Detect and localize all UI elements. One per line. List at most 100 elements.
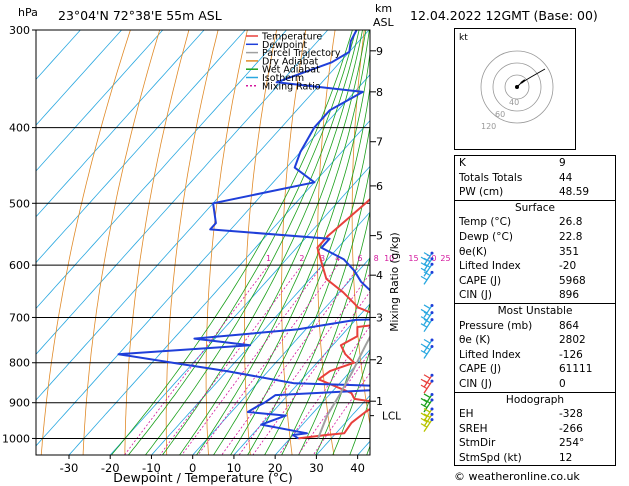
wind-barb xyxy=(423,408,433,422)
table-row-label: EH xyxy=(459,408,474,421)
surface-section: Surface Temp (°C) 26.8 Dewp (°C) 22.8 θe(K) 3… xyxy=(455,199,615,303)
table-row: EH -328 xyxy=(455,407,615,422)
isobars xyxy=(36,29,370,439)
wind-barb-flag xyxy=(423,257,431,263)
pressure-axis: 300 400 500 600 700 800 900 1000 xyxy=(2,24,36,445)
station-title: 23°04'N 72°38'E 55m ASL xyxy=(58,8,222,23)
isotherm-line xyxy=(150,211,370,455)
mixing-ratio-line xyxy=(123,264,269,455)
wind-barb-flag xyxy=(420,384,428,390)
wind-barb-flag xyxy=(420,262,428,267)
wind-barb xyxy=(423,319,433,333)
pressure-tick-label: 800 xyxy=(9,357,30,370)
pressure-tick-label: 600 xyxy=(9,259,30,272)
wind-barb xyxy=(423,312,433,325)
wind-barb-point xyxy=(430,257,434,261)
hodograph-svg: kt 40 60 120 xyxy=(459,33,554,131)
background-lines xyxy=(36,0,629,458)
most-unstable-title: Most Unstable xyxy=(497,304,573,317)
table-row-value: -126 xyxy=(559,348,583,361)
wind-barb-point xyxy=(430,398,434,402)
table-row: CAPE (J) 5968 xyxy=(455,274,615,289)
legend-entry: Wet Adiabat xyxy=(262,65,320,76)
table-row-label: PW (cm) xyxy=(459,186,504,199)
table-row-value: 5968 xyxy=(559,274,586,287)
isotherm-line xyxy=(36,30,329,355)
temperature-tick-label: 30 xyxy=(309,461,324,475)
wind-barb-flag xyxy=(420,417,428,423)
wet-adiabat-line xyxy=(144,30,360,455)
wet-adiabat-line xyxy=(281,209,370,455)
isotherm-line xyxy=(36,30,246,264)
legend-entry: Isotherm xyxy=(262,73,304,84)
isotherm-line xyxy=(36,30,164,172)
hodograph-ring xyxy=(504,74,530,100)
wind-barb xyxy=(423,272,433,285)
temperature-tick-label: 20 xyxy=(268,461,283,475)
dry-adiabat-line xyxy=(623,0,629,458)
wind-barb-flag xyxy=(420,412,428,418)
wind-barb-flag xyxy=(423,271,431,276)
pressure-tick-label: 300 xyxy=(9,24,30,37)
wind-barb xyxy=(423,394,433,407)
wind-barb-point xyxy=(430,318,434,322)
height-unit-km: km xyxy=(375,2,393,15)
temperature-tick-label: 40 xyxy=(350,461,365,475)
table-row-value: 0 xyxy=(559,377,566,390)
plot-frame xyxy=(35,29,371,456)
table-row-value: 864 xyxy=(559,319,580,332)
wind-barb-flag xyxy=(423,318,431,324)
height-tick-label: 9 xyxy=(376,45,383,58)
hodograph-title: Hodograph xyxy=(505,393,565,406)
wind-barb-flag xyxy=(423,338,431,344)
table-row-label: Dewp (°C) xyxy=(459,230,513,243)
mixing-ratio-label: 10 xyxy=(384,254,394,263)
table-row-value: 12 xyxy=(559,451,573,464)
wind-barb-flag xyxy=(420,275,428,281)
wind-barb-point xyxy=(430,412,434,416)
hodograph-ring xyxy=(492,62,542,112)
wind-barb-point xyxy=(430,392,434,396)
legend-entry: Mixing Ratio xyxy=(262,81,321,92)
height-tick-label: 3 xyxy=(376,311,383,324)
mixing-ratio-label: 15 xyxy=(408,254,418,263)
wind-barb-point xyxy=(430,270,434,274)
wet-adiabat-line xyxy=(332,348,370,455)
hodograph-ring-label: 120 xyxy=(481,122,496,131)
wind-barb-flag xyxy=(420,403,428,409)
mixing-ratio-label: 6 xyxy=(357,254,362,263)
wind-barb-flag xyxy=(423,345,431,350)
isotherm-line xyxy=(36,30,81,80)
hodograph-section: Hodograph EH -328 SREH -266 StmDir 254° StmSpd… xyxy=(455,391,615,466)
indices-table: K 9 Totals Totals 44 PW (cm) 48.59 Surface Te… xyxy=(454,155,616,467)
isotherm-line xyxy=(274,349,370,455)
wet-adiabat-line xyxy=(247,123,370,455)
table-row-value: 26.8 xyxy=(559,216,583,229)
height-unit-asl: ASL xyxy=(373,16,394,29)
table-row-label: Temp (°C) xyxy=(459,216,512,229)
table-row: θe (K) 2802 xyxy=(455,333,615,348)
wind-barb-flag xyxy=(423,380,431,385)
wind-barb-point xyxy=(430,379,434,383)
table-row-label: Totals Totals xyxy=(459,171,523,184)
isotherm-line xyxy=(109,165,370,455)
table-row-label: Lifted Index xyxy=(459,348,521,361)
table-row-value: 2802 xyxy=(559,334,586,347)
wet-adiabat-line xyxy=(315,301,370,455)
isotherm-line xyxy=(36,30,123,126)
surface-title: Surface xyxy=(514,201,555,214)
dry-adiabat-line xyxy=(205,30,248,455)
isotherm-line xyxy=(36,30,288,309)
table-row-value: 61111 xyxy=(559,363,593,376)
temperature-tick-label: -10 xyxy=(142,461,161,475)
table-row-value: 896 xyxy=(559,289,580,302)
wet-adiabat-line xyxy=(298,255,370,455)
wet-adiabat-line xyxy=(127,30,357,455)
x-axis-title: Dewpoint / Temperature (°C) xyxy=(113,470,292,485)
dry-adiabat-line xyxy=(124,30,190,455)
wind-barb xyxy=(423,339,433,353)
table-row: CAPE (J) 61111 xyxy=(455,362,615,377)
mixing-ratio-line xyxy=(181,264,323,455)
height-axis: 9 8 7 6 5 4 3 2 1 LCL xyxy=(370,45,401,423)
wind-barb xyxy=(423,374,433,388)
